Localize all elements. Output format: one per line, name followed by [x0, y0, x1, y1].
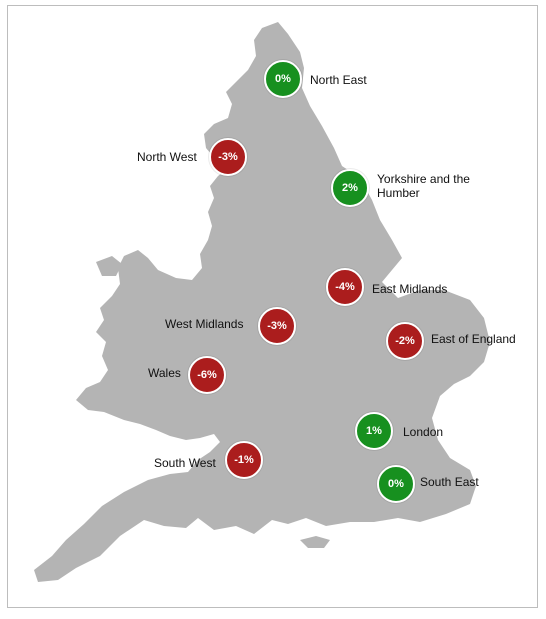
north-west-value-badge[interactable]: -3%: [209, 138, 247, 176]
south-east-value-badge[interactable]: 0%: [377, 465, 415, 503]
yorkshire-value-badge[interactable]: 2%: [331, 169, 369, 207]
south-west-value: -1%: [234, 454, 254, 466]
london-value-badge[interactable]: 1%: [355, 412, 393, 450]
wales-value: -6%: [197, 369, 217, 381]
yorkshire-label: Yorkshire and the Humber: [377, 172, 470, 200]
east-midlands-value: -4%: [335, 281, 355, 293]
wales-value-badge[interactable]: -6%: [188, 356, 226, 394]
isle-of-wight: [300, 536, 330, 548]
east-of-england-value-badge[interactable]: -2%: [386, 322, 424, 360]
west-midlands-label: West Midlands: [165, 317, 244, 331]
east-of-england-label: East of England: [431, 332, 516, 346]
london-value: 1%: [366, 425, 382, 437]
wales-label: Wales: [148, 366, 181, 380]
north-west-label: North West: [137, 150, 197, 164]
east-midlands-label: East Midlands: [372, 282, 448, 296]
west-midlands-value: -3%: [267, 320, 287, 332]
north-east-value-badge[interactable]: 0%: [264, 60, 302, 98]
london-label: London: [403, 425, 444, 439]
north-west-value: -3%: [218, 151, 238, 163]
south-east-label: South East: [420, 475, 479, 489]
north-east-value: 0%: [275, 73, 291, 85]
east-midlands-value-badge[interactable]: -4%: [326, 268, 364, 306]
england-wales-landmass: [34, 22, 490, 582]
south-east-value: 0%: [388, 478, 404, 490]
anglesey: [96, 256, 122, 276]
east-of-england-value: -2%: [395, 335, 415, 347]
south-west-label: South West: [154, 456, 216, 470]
west-midlands-value-badge[interactable]: -3%: [258, 307, 296, 345]
north-east-label: North East: [310, 73, 367, 87]
south-west-value-badge[interactable]: -1%: [225, 441, 263, 479]
yorkshire-value: 2%: [342, 182, 358, 194]
